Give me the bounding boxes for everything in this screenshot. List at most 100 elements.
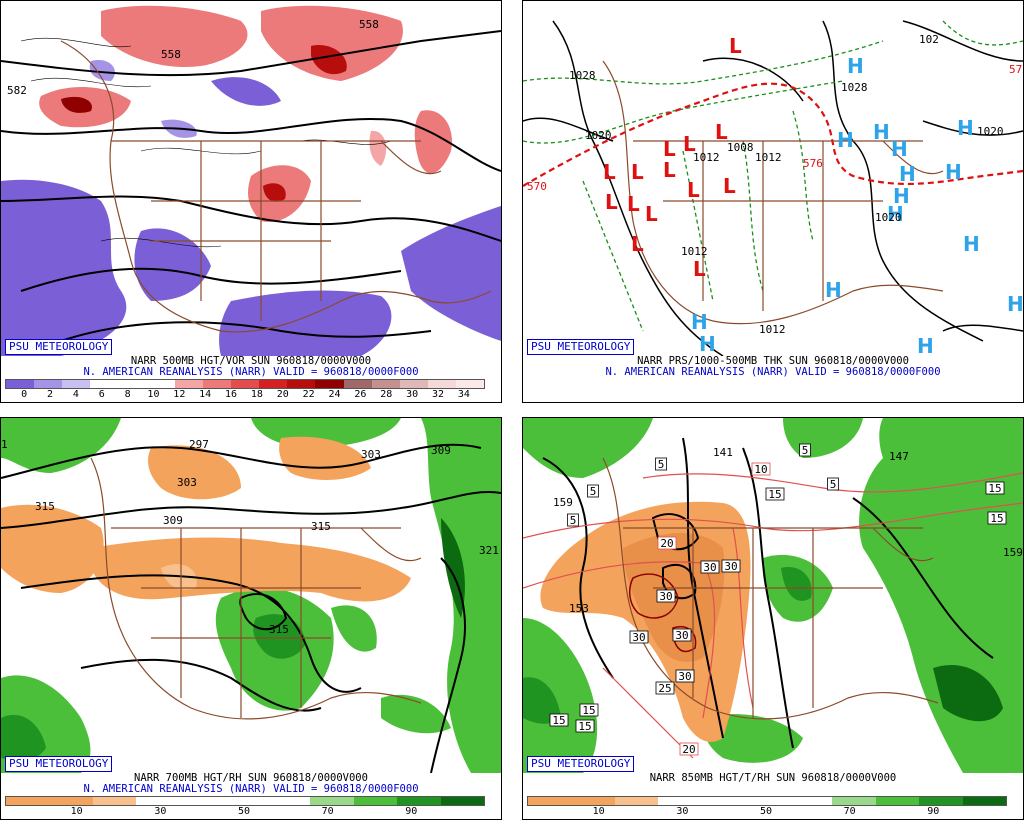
svg-text:H: H (825, 278, 842, 302)
colorbar-tick-label: 90 (405, 806, 418, 817)
colorbar-tick-label: 26 (354, 389, 367, 400)
colorbar-swatch (343, 380, 372, 388)
temperature-label: 15 (552, 714, 565, 727)
svg-text:L: L (715, 120, 728, 144)
colorbar-tick-label: 28 (380, 389, 393, 400)
svg-text:L: L (627, 192, 640, 216)
svg-text:L: L (687, 178, 700, 202)
colorbar-tick-label: 10 (147, 389, 160, 400)
colorbar-swatch (745, 797, 789, 805)
contour-label: 321 (479, 544, 499, 557)
panel-subtitle: N. AMERICAN REANALYSIS (NARR) VALID = 96… (605, 366, 941, 378)
colorbar-swatch (118, 380, 147, 388)
temperature-label: 30 (703, 561, 716, 574)
svg-text:L: L (603, 160, 616, 184)
contour-label: 1020 (977, 125, 1004, 138)
contour-label: 1012 (693, 151, 720, 164)
contour-label: 1012 (755, 151, 782, 164)
contour-label: 153 (569, 602, 589, 615)
rh-colorbar (527, 796, 1007, 806)
colorbar-tick-label: 8 (124, 389, 131, 400)
colorbar-swatch (397, 797, 441, 805)
svg-text:H: H (891, 137, 908, 161)
contour-label: 1028 (569, 69, 596, 82)
colorbar-tick-label: 30 (154, 806, 167, 817)
contour-label: 570 (527, 180, 547, 193)
svg-text:H: H (957, 116, 974, 140)
contour-label: 1012 (681, 245, 708, 258)
panel-500mb-vorticity: 582 558 558 PSU METEOROLOGY NARR 500MB H… (0, 0, 502, 403)
colorbar-swatch (179, 797, 224, 805)
colorbar-tick-label: 10 (70, 806, 83, 817)
contour-label: 141 (713, 446, 733, 459)
svg-text:L: L (631, 232, 644, 256)
svg-text:L: L (631, 160, 644, 184)
temperature-label: 15 (578, 720, 591, 733)
vorticity-colorbar (5, 379, 485, 389)
contour-label: 1 (1, 438, 8, 451)
colorbar-tick-label: 2 (46, 389, 53, 400)
colorbar-tick-label: 70 (843, 806, 856, 817)
colorbar-swatch (528, 797, 572, 805)
temperature-label: 5 (658, 458, 665, 471)
svg-text:L: L (645, 202, 658, 226)
contour-label: 558 (359, 18, 379, 31)
contour-label: 1012 (759, 323, 786, 336)
colorbar-tick-label: 16 (225, 389, 238, 400)
panel-title: NARR 850MB HGT/T/RH SUN 960818/0000V000 (649, 772, 897, 784)
panel-title: NARR 500MB HGT/VOR SUN 960818/0000V000 (130, 355, 372, 367)
contour-label: 309 (163, 514, 183, 527)
temperature-label: 15 (768, 488, 781, 501)
colorbar-swatch (399, 380, 428, 388)
colorbar-tick-label: 20 (276, 389, 289, 400)
colorbar-swatch (223, 797, 267, 805)
colorbar-tick-label: 24 (328, 389, 341, 400)
temperature-label: 15 (582, 704, 595, 717)
contour-label: 57 (1009, 63, 1022, 76)
contour-label: 303 (361, 448, 381, 461)
temperature-label: 20 (682, 743, 695, 756)
svg-text:L: L (663, 137, 676, 161)
colorbar-tick-label: 30 (676, 806, 689, 817)
colorbar-swatch (90, 380, 119, 388)
svg-text:L: L (683, 132, 696, 156)
colorbar-tick-label: 10 (592, 806, 605, 817)
colorbar-swatch (49, 797, 93, 805)
panel-title: NARR 700MB HGT/RH SUN 960818/0000V000 (134, 772, 368, 784)
contour-label: 102 (919, 33, 939, 46)
contour-label: 1020 (875, 211, 902, 224)
temperature-label: 15 (988, 482, 1001, 495)
svg-text:H: H (847, 54, 864, 78)
psu-meteorology-badge: PSU METEOROLOGY (527, 756, 635, 772)
svg-text:H: H (917, 334, 934, 356)
temperature-label: 5 (802, 444, 809, 457)
colorbar-swatch (310, 797, 354, 805)
colorbar-tick-label: 32 (431, 389, 445, 400)
colorbar-swatch (962, 797, 1006, 805)
temperature-label: 25 (658, 682, 671, 695)
colorbar-swatch (136, 797, 180, 805)
colorbar-tick-label: 90 (927, 806, 940, 817)
colorbar-tick-label: 50 (237, 806, 251, 817)
temperature-label: 5 (570, 514, 577, 527)
map-700mb: 1 297 303 303 309 309 315 315 315 321 (1, 418, 501, 773)
temperature-label: 5 (590, 485, 597, 498)
svg-text:H: H (899, 162, 916, 186)
temperature-label: 30 (724, 560, 737, 573)
colorbar-swatch (427, 380, 456, 388)
colorbar-swatch (259, 380, 288, 388)
svg-text:L: L (693, 257, 706, 281)
contour-label: 576 (803, 157, 823, 170)
colorbar-swatch (287, 380, 316, 388)
rh-colorbar-ticks: 10 30 50 70 90 (527, 806, 1005, 818)
contour-label: 315 (311, 520, 331, 533)
contour-label: 558 (161, 48, 181, 61)
svg-text:L: L (605, 190, 618, 214)
colorbar-swatch (6, 797, 50, 805)
colorbar-tick-label: 12 (173, 389, 186, 400)
colorbar-swatch (440, 797, 484, 805)
colorbar-swatch (614, 797, 659, 805)
psu-meteorology-badge: PSU METEOROLOGY (527, 339, 635, 355)
contour-label: 315 (269, 623, 289, 636)
colorbar-tick-label: 30 (406, 389, 419, 400)
